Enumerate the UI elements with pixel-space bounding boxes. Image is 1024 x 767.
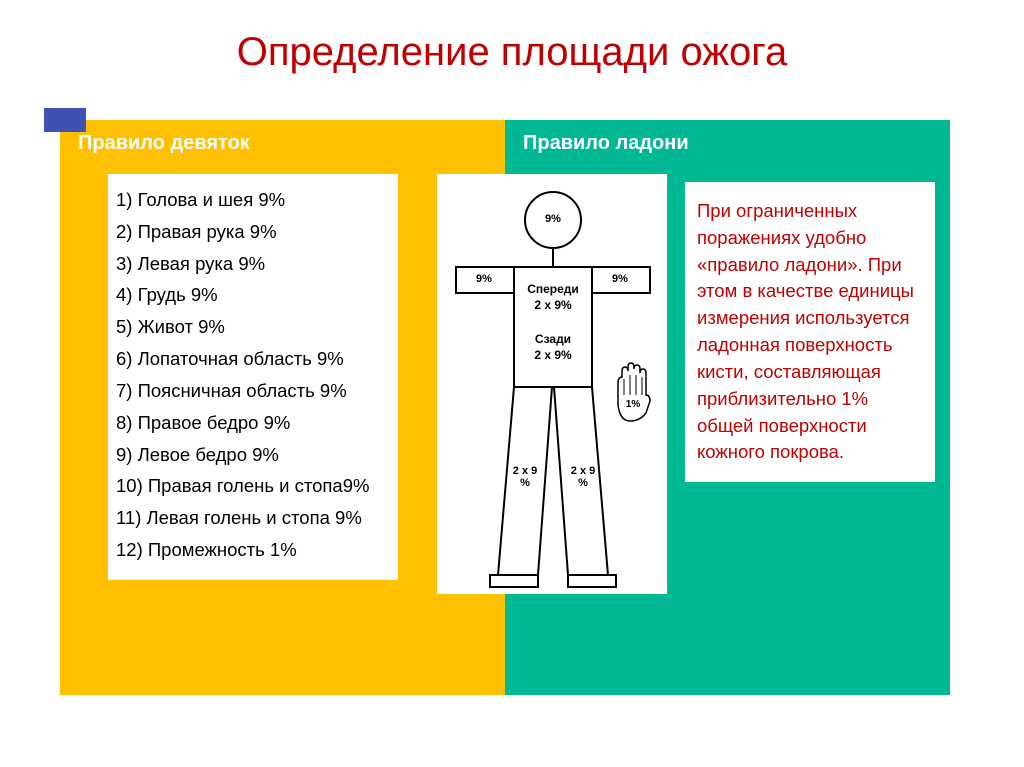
- body-figure: 9% 9% 9% Спереди 2 x 9% Сзади 2 x 9% 2 x…: [437, 174, 667, 594]
- page-title: Определение площади ожога: [0, 0, 1024, 95]
- fig-arm-right-label: 9%: [602, 273, 638, 285]
- list-item: 12) Промежность 1%: [116, 534, 392, 566]
- right-panel-header: Правило ладони: [505, 120, 950, 163]
- list-item: 11) Левая голень и стопа 9%: [116, 502, 392, 534]
- list-item: 8) Правое бедро 9%: [116, 407, 392, 439]
- list-item: 9) Левое бедро 9%: [116, 439, 392, 471]
- palm-rule-description: При ограниченных поражениях удобно «прав…: [685, 182, 935, 482]
- list-item: 6) Лопаточная область 9%: [116, 343, 392, 375]
- accent-block: [44, 108, 86, 132]
- fig-torso-back-label: Сзади: [518, 333, 588, 346]
- list-item: 10) Правая голень и стопа9%: [116, 470, 392, 502]
- panels-container: Правило девяток 1) Голова и шея 9% 2) Пр…: [60, 120, 950, 695]
- fig-arm-left-label: 9%: [466, 273, 502, 285]
- list-item: 7) Поясничная область 9%: [116, 375, 392, 407]
- fig-head-label: 9%: [542, 213, 564, 225]
- fig-torso-back-value: 2 x 9%: [518, 349, 588, 362]
- list-item: 4) Грудь 9%: [116, 279, 392, 311]
- fig-leg-left-label: 2 x 9 %: [508, 465, 542, 489]
- fig-torso-front-label: Спереди: [518, 283, 588, 296]
- fig-leg-right-label: 2 x 9 %: [566, 465, 600, 489]
- list-item: 3) Левая рука 9%: [116, 248, 392, 280]
- fig-torso-front-value: 2 x 9%: [518, 299, 588, 312]
- panel-rule-of-palm: Правило ладони: [505, 120, 950, 695]
- list-item: 5) Живот 9%: [116, 311, 392, 343]
- fig-palm-label: 1%: [622, 399, 644, 410]
- list-item: 1) Голова и шея 9%: [116, 184, 392, 216]
- description-text: При ограниченных поражениях удобно «прав…: [697, 198, 923, 466]
- left-panel-header: Правило девяток: [60, 120, 505, 163]
- nines-list: 1) Голова и шея 9% 2) Правая рука 9% 3) …: [108, 174, 398, 580]
- human-diagram-svg: [438, 175, 668, 595]
- list-item: 2) Правая рука 9%: [116, 216, 392, 248]
